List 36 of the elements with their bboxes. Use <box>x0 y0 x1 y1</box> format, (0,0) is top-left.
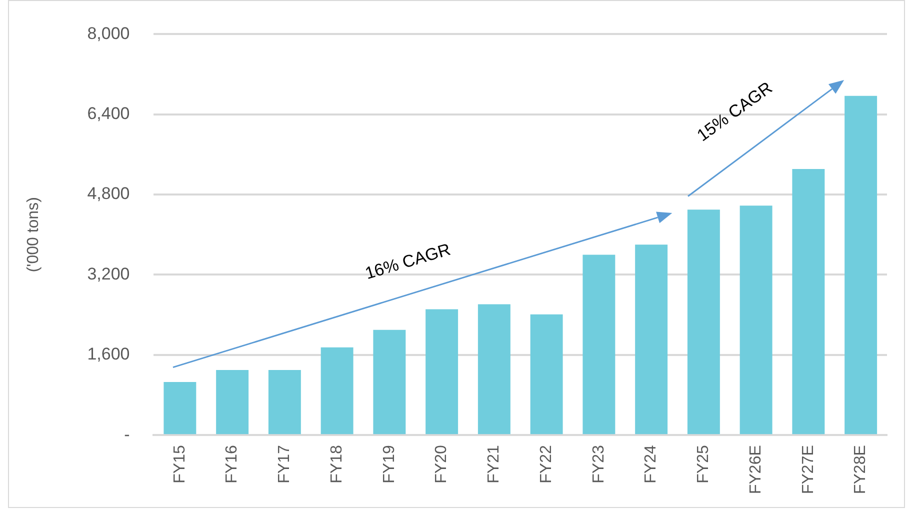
y-axis-title: ('000 tons) <box>25 197 42 272</box>
x-tick-label: FY16 <box>224 444 241 484</box>
y-tick-label: 4,800 <box>87 184 130 204</box>
y-tick-label: - <box>124 424 130 444</box>
bar <box>844 96 878 434</box>
x-tick-label: FY23 <box>590 444 608 484</box>
x-tick-label: FY22 <box>538 444 555 484</box>
y-tick-label: 1,600 <box>87 344 130 364</box>
y-tick-label: 6,400 <box>87 104 130 124</box>
bar <box>530 314 563 434</box>
bar <box>373 330 406 434</box>
x-tick-label: FY17 <box>276 444 294 484</box>
x-tick-label: FY21 <box>486 444 503 484</box>
bar <box>792 169 825 434</box>
bar <box>582 254 616 434</box>
x-tick-label: FY27E <box>800 445 817 494</box>
y-tick-label: 3,200 <box>87 264 130 284</box>
x-tick-label: FY19 <box>380 444 398 484</box>
annotation: 16% CAGR <box>362 240 453 284</box>
x-tick-label: FY25 <box>695 444 712 484</box>
bar <box>740 206 772 434</box>
bar <box>687 210 720 434</box>
x-tick-label: FY28E <box>852 445 870 494</box>
x-tick-label: FY26E <box>747 445 764 494</box>
x-tick-label: FY15 <box>171 444 188 484</box>
bar <box>635 244 668 434</box>
bar <box>164 382 196 434</box>
bar <box>320 347 354 434</box>
bar <box>268 370 301 434</box>
bar <box>216 370 249 434</box>
y-tick-label: 8,000 <box>87 24 130 43</box>
x-tick-label: FY18 <box>328 444 346 484</box>
x-tick-label: FY20 <box>433 444 450 484</box>
x-tick-label: FY24 <box>642 444 660 484</box>
bar <box>478 304 510 434</box>
bar <box>426 309 458 434</box>
